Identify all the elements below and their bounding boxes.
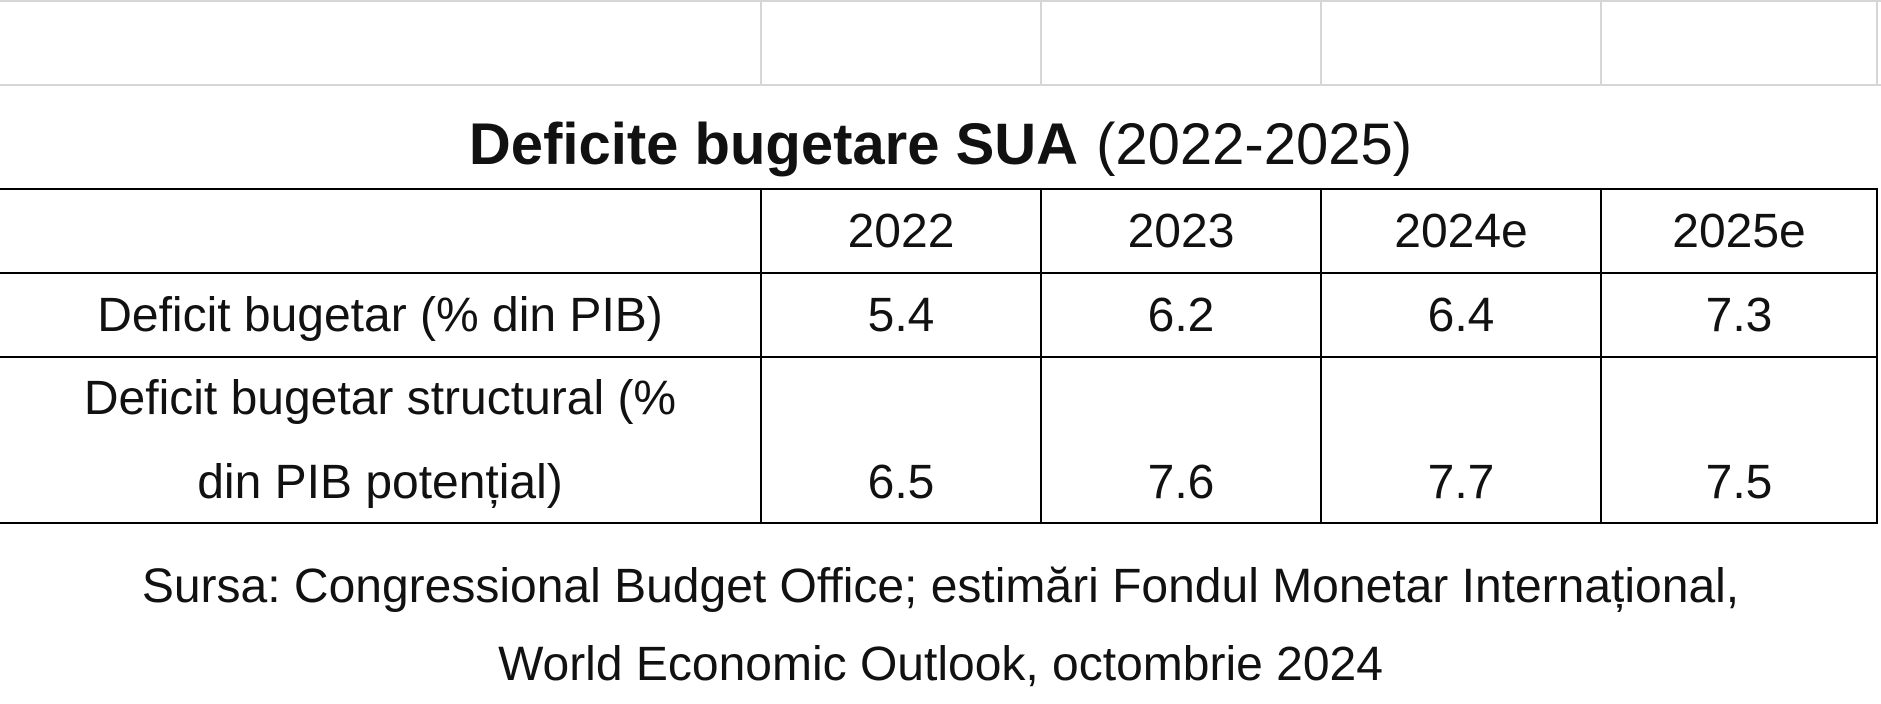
row-label-line-1: Deficit bugetar structural (% [83, 372, 677, 425]
gridline-row-1 [0, 84, 1881, 86]
header-cell-2025e[interactable]: 2025e [1600, 190, 1876, 272]
source-line-2: World Economic Outlook, octombrie 2024 [498, 638, 1383, 691]
value-cell[interactable]: 6.2 [1040, 274, 1320, 356]
row-label-deficit-bugetar[interactable]: Deficit bugetar (% din PIB) [0, 274, 760, 356]
header-cell-2023[interactable]: 2023 [1040, 190, 1320, 272]
table-row: Deficit bugetar structural (% din PIB po… [0, 358, 1876, 524]
title-subtitle: (2022-2025) [1096, 111, 1413, 177]
value-cell[interactable]: 7.5 [1600, 358, 1876, 524]
header-cell-2024e[interactable]: 2024e [1320, 190, 1600, 272]
gridline-col-1 [760, 0, 762, 84]
gridline-col-4 [1600, 0, 1602, 84]
table-row: Deficit bugetar (% din PIB) 5.4 6.2 6.4 … [0, 274, 1876, 358]
header-cell-2022[interactable]: 2022 [760, 190, 1040, 272]
value-cell[interactable]: 6.5 [760, 358, 1040, 524]
row-label-line-2: din PIB potențial) [197, 456, 563, 509]
table-title: Deficite bugetare SUA (2022-2025) [0, 104, 1881, 184]
gridline-col-2 [1040, 0, 1042, 84]
value-cell[interactable]: 6.4 [1320, 274, 1600, 356]
value-cell[interactable]: 7.3 [1600, 274, 1876, 356]
deficit-table: 2022 2023 2024e 2025e Deficit bugetar (%… [0, 188, 1878, 524]
source-note: Sursa: Congressional Budget Office; esti… [0, 548, 1881, 704]
title-main: Deficite bugetare SUA [468, 111, 1079, 177]
table-header-row: 2022 2023 2024e 2025e [0, 190, 1876, 274]
row-label-deficit-structural[interactable]: Deficit bugetar structural (% din PIB po… [0, 358, 760, 524]
value-cell[interactable]: 7.6 [1040, 358, 1320, 524]
source-line-1: Sursa: Congressional Budget Office; esti… [141, 560, 1740, 613]
gridline-col-5 [1876, 0, 1878, 84]
header-cell-empty[interactable] [0, 190, 760, 272]
value-cell[interactable]: 7.7 [1320, 358, 1600, 524]
gridline-col-3 [1320, 0, 1322, 84]
gridline-row-top [0, 0, 1881, 2]
value-cell[interactable]: 5.4 [760, 274, 1040, 356]
row-label-text: Deficit bugetar (% din PIB) [97, 288, 663, 342]
